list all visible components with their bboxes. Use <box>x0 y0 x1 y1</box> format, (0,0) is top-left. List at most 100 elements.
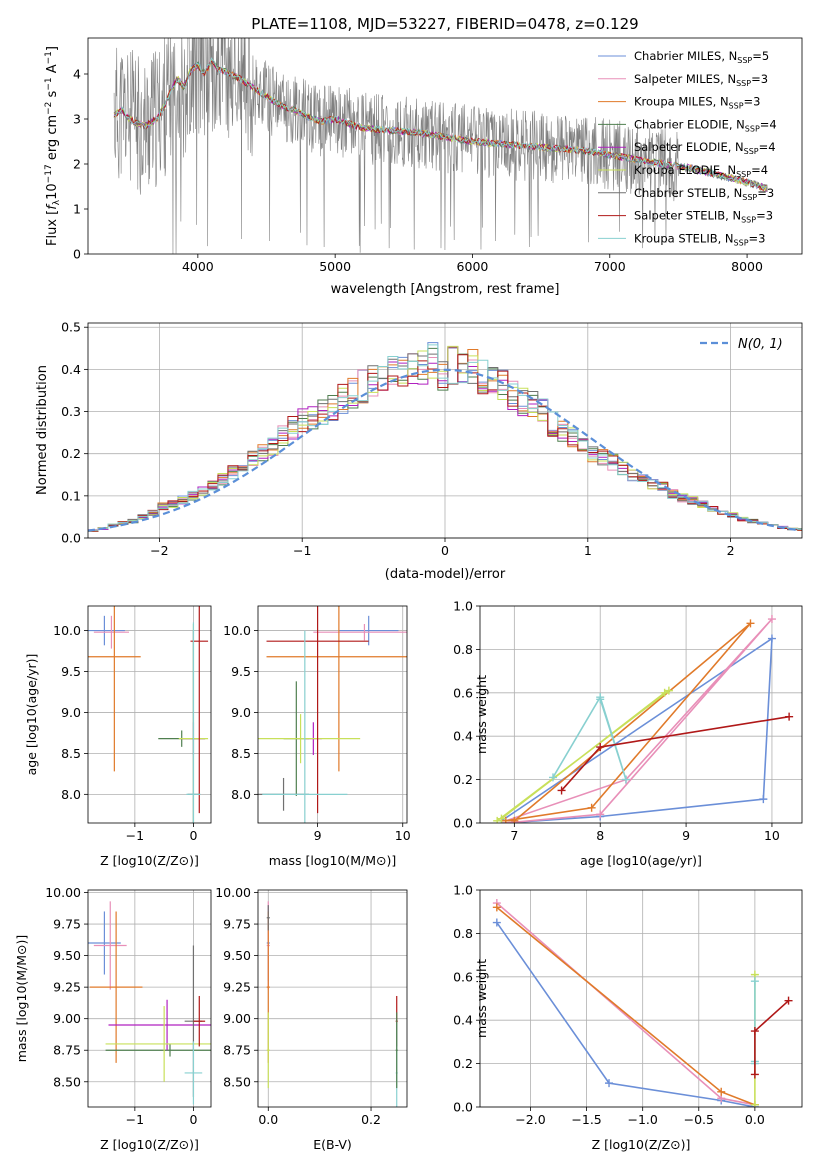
legend-entry-sub: SSP <box>742 193 757 202</box>
y-tick-label: 8.0 <box>61 787 81 802</box>
y-tick-label: 9.25 <box>53 980 81 995</box>
y-tick-label: 8.50 <box>223 1074 251 1089</box>
panel-mass_vs_EBV: 0.0 0.2 8.50 8.75 9.00 9.25 9.50 9.75 10.00 E(B-V… <box>215 885 408 1152</box>
x-tick-label: −0.5 <box>684 1112 714 1127</box>
y-tick-label: 8.5 <box>231 746 251 761</box>
x-tick-label: −2.0 <box>515 1112 545 1127</box>
y-tick-label: 9.75 <box>53 917 81 932</box>
y-tick-label: 0.2 <box>453 1056 473 1071</box>
x-tick-label: 10 <box>395 828 411 843</box>
legend-entry-suffix: =3 <box>756 209 773 223</box>
axes-frame <box>479 605 803 824</box>
legend-entry-suffix: =3 <box>749 231 766 245</box>
data-point-marker <box>759 795 768 804</box>
x-tick-label: 0.0 <box>745 1112 765 1127</box>
axes-frame <box>257 889 408 1108</box>
y-tick-label: 9.0 <box>61 705 81 720</box>
x-axis-label: (data-model)/error <box>385 567 506 582</box>
x-tick-label: 0.2 <box>361 1112 381 1127</box>
x-tick-label: 7000 <box>594 259 626 274</box>
data-point-marker <box>492 903 501 912</box>
legend-entry: Chabrier ELODIE, NSSP=4 <box>634 117 777 133</box>
data-point-marker <box>767 634 776 643</box>
y-axis-label-part: 10 <box>45 183 60 200</box>
y-tick-label: 9.75 <box>223 917 251 932</box>
x-tick-label: 0 <box>189 828 197 843</box>
legend-entry: N(0, 1) <box>738 337 783 352</box>
legend-entry-sub: SSP <box>744 147 759 156</box>
x-tick-label: 10 <box>764 828 780 843</box>
y-tick-label: 9.00 <box>53 1011 81 1026</box>
x-tick-label: −1 <box>126 828 144 843</box>
legend-entry-sub: SSP <box>734 238 749 247</box>
y-tick-label: 10.0 <box>223 623 251 638</box>
legend-entry-name: Kroupa STELIB, N <box>634 231 734 245</box>
y-tick-label: 9.5 <box>61 664 81 679</box>
data-point-marker <box>750 1100 759 1107</box>
y-axis-label: Normed distribution <box>35 365 50 495</box>
y-tick-label: 0.6 <box>453 969 473 984</box>
legend-entry: Salpeter STELIB, NSSP=3 <box>634 209 773 225</box>
mass-weight-series-line <box>505 622 752 822</box>
y-tick-label: 2 <box>73 157 81 172</box>
data-point-marker <box>717 1087 726 1096</box>
axes-frame <box>87 37 803 255</box>
y-tick-label: 9.25 <box>223 980 251 995</box>
data-point-marker <box>596 810 605 819</box>
data-point-marker <box>596 743 605 752</box>
mass-weight-series-line <box>496 689 670 822</box>
y-tick-label: 10.00 <box>45 885 81 900</box>
legend-entry-name: Chabrier STELIB, N <box>634 186 742 200</box>
x-tick-label: 8 <box>596 828 604 843</box>
y-axis-label-part: −1 <box>44 77 54 90</box>
x-tick-label: −1.5 <box>571 1112 601 1127</box>
data-point-marker <box>750 1027 759 1036</box>
y-tick-label: 4 <box>73 67 81 82</box>
observed-spectrum-line <box>113 38 768 254</box>
y-axis-label-part: −2 <box>44 102 54 115</box>
y-axis-label-part: −1 <box>44 51 54 64</box>
legend-entry-name: Kroupa ELODIE, N <box>634 163 736 177</box>
x-tick-label: 1 <box>584 543 592 558</box>
y-tick-label: 0.4 <box>61 362 81 377</box>
data-point-marker <box>492 918 501 927</box>
y-axis-label-part: ] <box>45 46 60 51</box>
y-tick-label: 0.4 <box>453 1013 473 1028</box>
legend-entry: Salpeter ELODIE, NSSP=4 <box>634 140 776 156</box>
legend-entry-sub: SSP <box>737 56 752 65</box>
y-tick-label: 0 <box>73 247 81 262</box>
y-tick-label: 0.6 <box>453 685 473 700</box>
legend-entry-suffix: =3 <box>757 186 774 200</box>
legend-entry-name: Chabrier ELODIE, N <box>634 117 745 131</box>
panel-massweight_vs_age: 7 8 9 10 0.0 0.2 0.4 0.6 0.8 1.0 age [log10(age/yr… <box>453 599 803 868</box>
legend-entry-sub: SSP <box>729 102 744 111</box>
data-point-marker <box>767 615 776 624</box>
legend-entry-name: Salpeter ELODIE, N <box>634 140 744 154</box>
x-tick-label: 9 <box>314 828 322 843</box>
y-tick-label: 8.50 <box>53 1074 81 1089</box>
mass-weight-series-line <box>552 695 627 780</box>
data-point-marker <box>664 686 673 695</box>
model-spectrum-line <box>113 60 767 191</box>
legend-entry-suffix: =3 <box>751 72 768 86</box>
y-axis-label-part: s <box>45 90 60 101</box>
legend-entry: Chabrier STELIB, NSSP=3 <box>634 186 774 202</box>
plot-area <box>258 606 407 823</box>
y-tick-label: 10.00 <box>215 885 251 900</box>
x-tick-label: 9 <box>682 828 690 843</box>
legend-entry-suffix: =5 <box>752 49 769 63</box>
data-point-marker <box>596 695 605 704</box>
y-tick-label: 0.8 <box>453 642 473 657</box>
x-tick-label: 4000 <box>182 259 214 274</box>
axes-frame <box>479 889 803 1108</box>
y-tick-label: 9.5 <box>231 664 251 679</box>
legend-entry: Salpeter MILES, NSSP=3 <box>634 72 768 88</box>
normal-distribution-curve <box>88 368 800 532</box>
y-axis-label-part: f <box>45 203 60 210</box>
data-point-marker <box>501 816 510 823</box>
x-tick-label: 5000 <box>319 259 351 274</box>
legend-entry-name: Chabrier MILES, N <box>634 49 737 63</box>
data-point-marker <box>660 688 669 697</box>
x-tick-label: −1 <box>126 1112 144 1127</box>
x-axis-label: Z [log10(Z/Z⊙)] <box>100 853 199 868</box>
